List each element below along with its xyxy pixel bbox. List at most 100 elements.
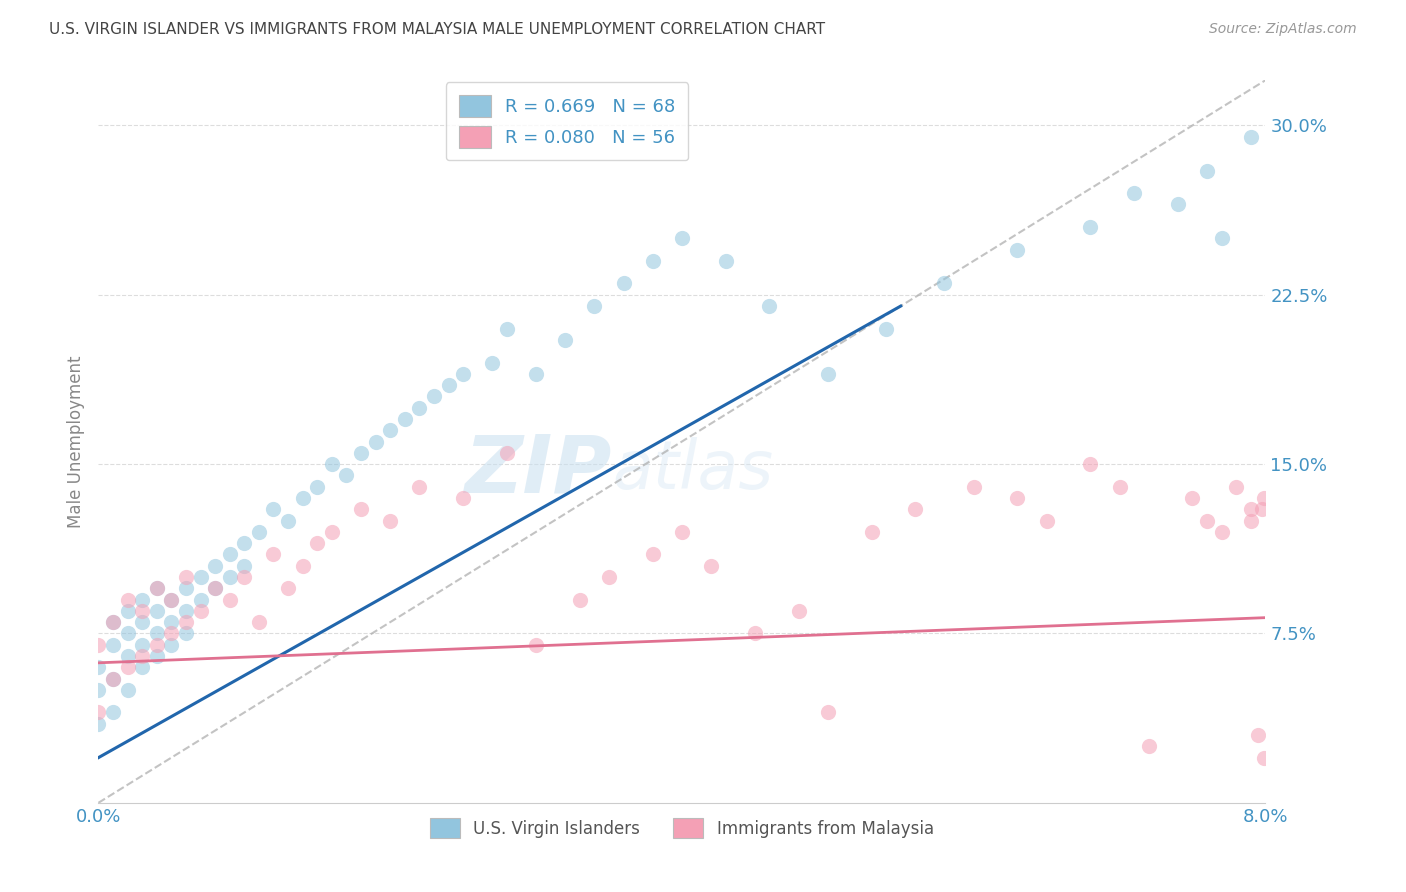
Point <box>307 536 329 550</box>
Point <box>291 558 314 573</box>
Point <box>817 706 839 720</box>
Point <box>146 626 169 640</box>
Point <box>496 446 519 460</box>
Point <box>101 638 124 652</box>
Point <box>1251 502 1274 516</box>
Point <box>233 558 256 573</box>
Point <box>146 638 169 652</box>
Point <box>408 401 430 415</box>
Point <box>394 412 416 426</box>
Text: Source: ZipAtlas.com: Source: ZipAtlas.com <box>1209 22 1357 37</box>
Point <box>146 648 169 663</box>
Point <box>481 355 503 369</box>
Point <box>247 615 270 630</box>
Point <box>714 253 737 268</box>
Point <box>496 321 519 335</box>
Point <box>1240 514 1263 528</box>
Point <box>277 582 299 596</box>
Point <box>262 548 284 562</box>
Point <box>233 536 256 550</box>
Point <box>598 570 620 584</box>
Point <box>131 604 153 618</box>
Point <box>117 660 139 674</box>
Point <box>1080 220 1102 235</box>
Legend: U.S. Virgin Islanders, Immigrants from Malaysia: U.S. Virgin Islanders, Immigrants from M… <box>423 812 941 845</box>
Point <box>451 367 474 381</box>
Point <box>160 592 183 607</box>
Point <box>131 615 153 630</box>
Point <box>146 582 169 596</box>
Point <box>1108 480 1130 494</box>
Point <box>860 524 883 539</box>
Point <box>962 480 984 494</box>
Text: U.S. VIRGIN ISLANDER VS IMMIGRANTS FROM MALAYSIA MALE UNEMPLOYMENT CORRELATION C: U.S. VIRGIN ISLANDER VS IMMIGRANTS FROM … <box>49 22 825 37</box>
Point <box>101 615 124 630</box>
Point <box>1197 514 1219 528</box>
Point <box>204 558 226 573</box>
Point <box>1007 491 1029 505</box>
Point <box>1253 750 1275 764</box>
Point <box>247 524 270 539</box>
Point <box>160 615 183 630</box>
Point <box>160 638 183 652</box>
Point <box>350 446 373 460</box>
Point <box>321 457 343 471</box>
Point <box>131 592 153 607</box>
Point <box>1253 491 1275 505</box>
Point <box>291 491 314 505</box>
Point <box>204 582 226 596</box>
Point <box>1197 163 1219 178</box>
Point <box>131 648 153 663</box>
Point <box>190 570 212 584</box>
Point <box>641 548 664 562</box>
Point <box>174 582 197 596</box>
Point <box>641 253 664 268</box>
Point <box>758 299 780 313</box>
Point <box>364 434 387 449</box>
Point <box>131 638 153 652</box>
Point <box>787 604 810 618</box>
Point <box>117 682 139 697</box>
Point <box>671 524 693 539</box>
Point <box>190 592 212 607</box>
Point <box>218 570 240 584</box>
Point <box>1007 243 1029 257</box>
Point <box>146 582 169 596</box>
Point <box>117 592 139 607</box>
Point <box>1240 502 1263 516</box>
Y-axis label: Male Unemployment: Male Unemployment <box>66 355 84 528</box>
Point <box>1225 480 1247 494</box>
Point <box>117 626 139 640</box>
Point <box>174 626 197 640</box>
Point <box>524 638 547 652</box>
Point <box>1123 186 1146 201</box>
Point <box>160 592 183 607</box>
Point <box>583 299 606 313</box>
Point <box>87 716 110 731</box>
Point <box>277 514 299 528</box>
Point <box>117 604 139 618</box>
Point <box>87 706 110 720</box>
Point <box>160 626 183 640</box>
Point <box>934 277 956 291</box>
Point <box>904 502 927 516</box>
Point <box>174 604 197 618</box>
Point <box>451 491 474 505</box>
Point <box>1247 728 1270 742</box>
Point <box>380 423 402 437</box>
Point <box>744 626 766 640</box>
Point <box>174 570 197 584</box>
Point <box>1080 457 1102 471</box>
Point <box>612 277 634 291</box>
Point <box>700 558 723 573</box>
Point <box>671 231 693 245</box>
Point <box>307 480 329 494</box>
Point <box>233 570 256 584</box>
Point <box>350 502 373 516</box>
Point <box>218 548 240 562</box>
Point <box>524 367 547 381</box>
Point <box>262 502 284 516</box>
Point <box>875 321 897 335</box>
Point <box>1181 491 1204 505</box>
Point <box>408 480 430 494</box>
